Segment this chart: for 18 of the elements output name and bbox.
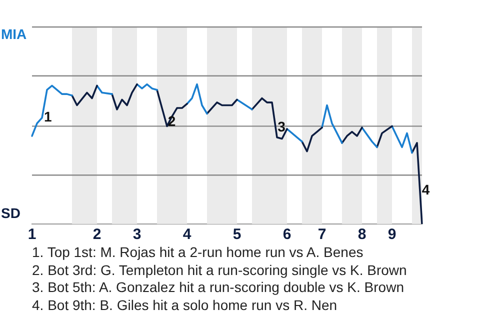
x-tick-label: 4 <box>182 226 192 244</box>
annotation: 3 <box>278 118 286 134</box>
x-tick-label: 2 <box>92 226 102 244</box>
x-tick-label: 5 <box>232 226 242 244</box>
text: MIA <box>1 26 27 42</box>
annotation: 1 <box>44 108 52 125</box>
x-tick-label: 7 <box>318 226 326 244</box>
annotation: 4 <box>422 181 430 198</box>
x-tick-label: 3 <box>132 226 142 244</box>
text: 4. Bot 9th: B. Giles hit a solo home run vs R. Nen <box>32 296 338 314</box>
text: 1. Top 1st: M. Rojas hit a 2-run home run vs A. Benes <box>32 244 364 262</box>
text: SD <box>1 204 20 221</box>
x-tick-label: 1 <box>28 226 36 244</box>
text: 3. Bot 5th: A. Gonzalez hit a run-scoring double vs K. Brown <box>32 279 405 296</box>
x-tick-label: 6 <box>282 226 292 244</box>
x-tick-label: 9 <box>388 226 396 244</box>
text: 2. Bot 3rd: G. Templeton hit a run-scoring single vs K. Brown <box>32 262 407 279</box>
x-tick-label: 8 <box>358 226 366 244</box>
